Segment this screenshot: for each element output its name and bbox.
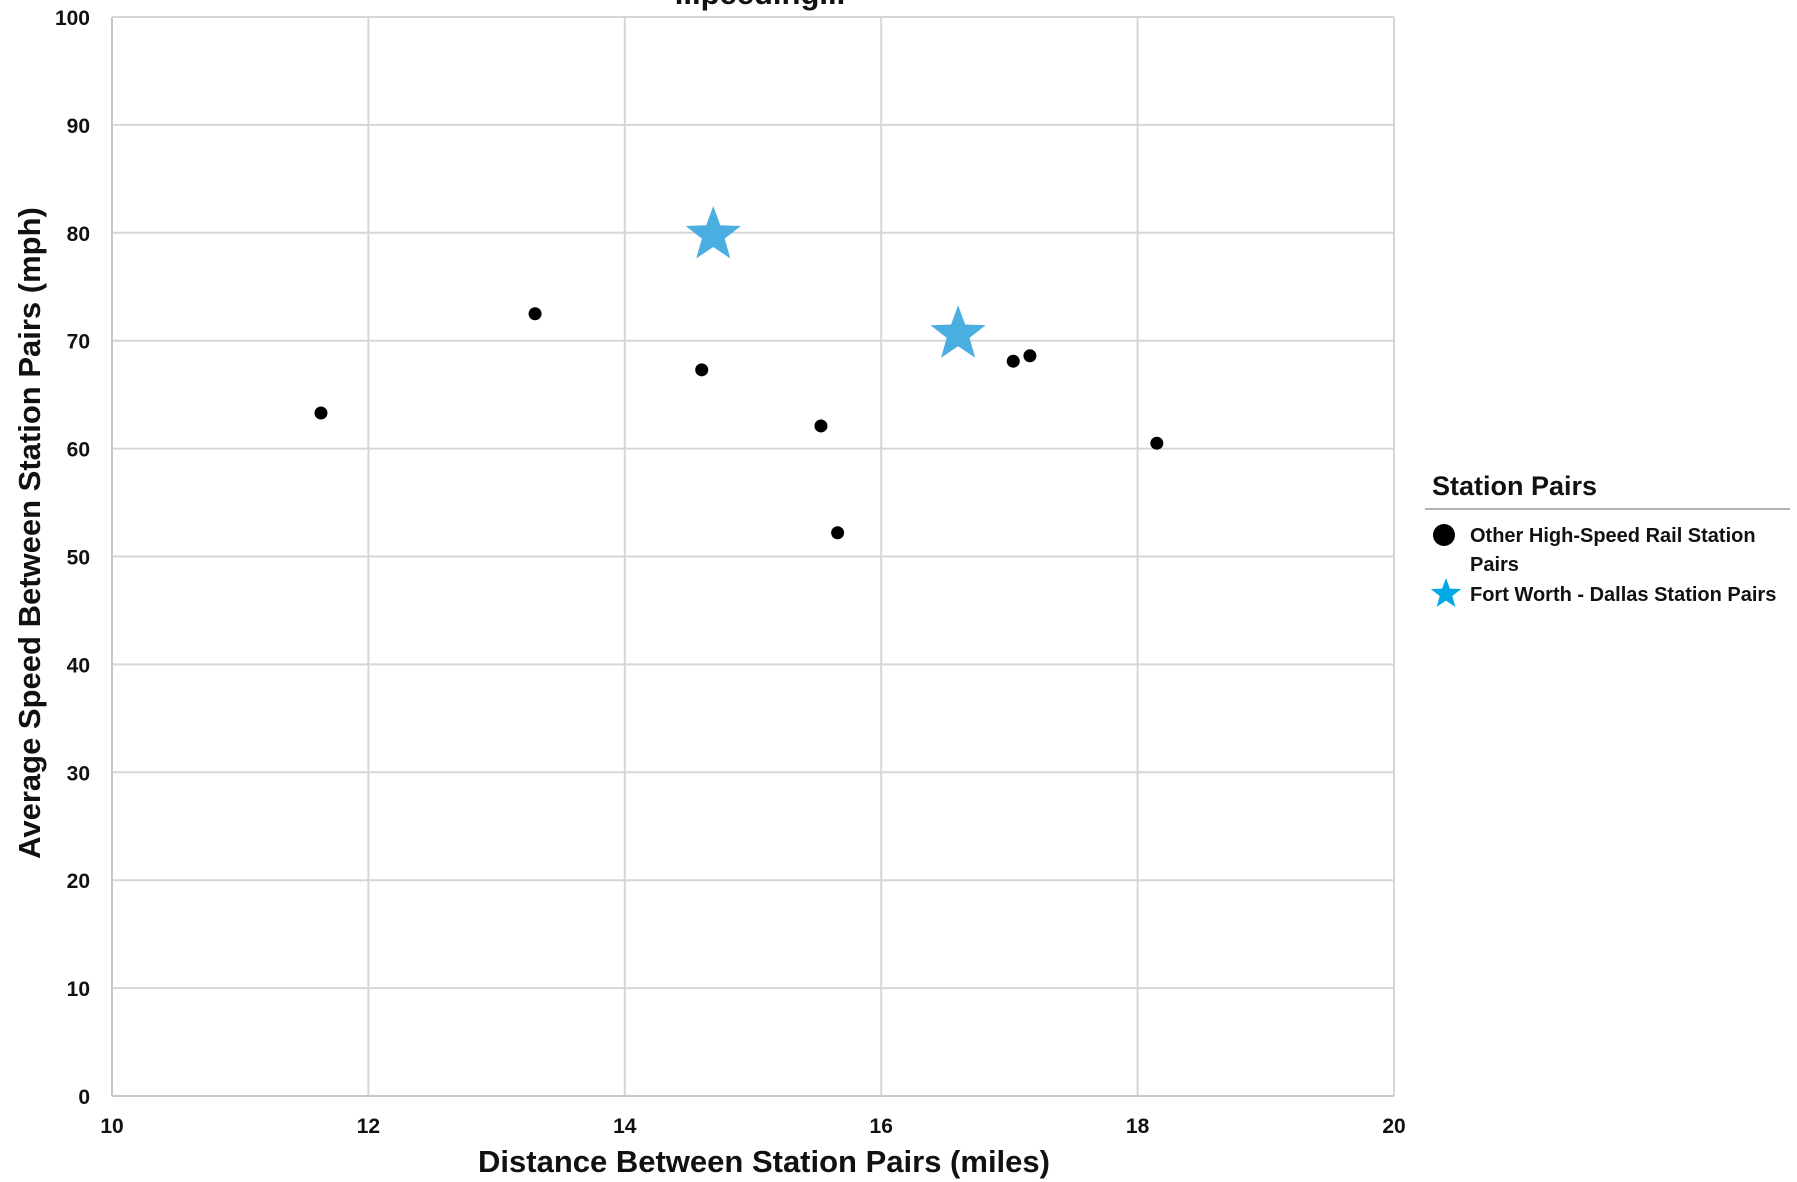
scatter-point-other — [1023, 349, 1037, 363]
y-tick-label: 30 — [67, 762, 90, 785]
x-tick-label: 10 — [100, 1115, 123, 1138]
scatter-point-fort-worth-dallas — [685, 205, 741, 259]
legend-label-other-line2: Pairs — [1470, 554, 1519, 576]
y-tick-label: 10 — [67, 978, 90, 1001]
legend-star-marker — [1430, 578, 1462, 607]
legend-title: Station Pairs — [1432, 471, 1597, 501]
y-tick-label: 60 — [67, 439, 90, 462]
scatter-point-other — [814, 419, 828, 433]
x-tick-label: 20 — [1382, 1115, 1405, 1138]
x-tick-label: 14 — [613, 1115, 637, 1138]
legend-label-other-line1: Other High-Speed Rail Station — [1470, 525, 1756, 547]
y-tick-label: 70 — [67, 331, 90, 354]
legend-circle-marker — [1433, 524, 1455, 546]
scatter-point-other — [528, 307, 542, 321]
legend: Station Pairs Other High-Speed Rail Stat… — [1425, 471, 1790, 607]
y-tick-label: 100 — [55, 7, 90, 30]
x-tick-label: 16 — [870, 1115, 893, 1138]
grid-lines — [112, 16, 1395, 1096]
scatter-point-other — [314, 406, 328, 420]
y-tick-label: 0 — [78, 1086, 90, 1109]
axes — [111, 17, 1394, 1097]
x-tick-label: 18 — [1126, 1115, 1150, 1138]
y-tick-label: 40 — [67, 654, 90, 677]
x-axis-title: Distance Between Station Pairs (miles) — [478, 1144, 1050, 1179]
legend-label-fort-worth: Fort Worth - Dallas Station Pairs — [1470, 584, 1776, 606]
x-tick-labels: 10 12 14 16 18 20 — [100, 1115, 1405, 1138]
data-points — [314, 205, 1164, 540]
y-tick-labels: 0 10 20 30 40 50 60 70 80 90 100 — [55, 7, 90, 1109]
scatter-point-other — [831, 526, 845, 540]
chart-title: ...peeding... — [675, 0, 846, 11]
y-tick-label: 20 — [67, 870, 90, 893]
y-tick-label: 50 — [67, 547, 90, 570]
scatter-point-fort-worth-dallas — [930, 305, 986, 358]
y-tick-label: 90 — [67, 115, 90, 138]
scatter-point-other — [695, 363, 709, 377]
x-tick-label: 12 — [357, 1115, 380, 1138]
y-axis-title: Average Speed Between Station Pairs (mph… — [12, 207, 47, 859]
scatter-point-other — [1006, 354, 1020, 368]
y-tick-label: 80 — [67, 223, 90, 246]
scatter-point-other — [1150, 436, 1164, 450]
